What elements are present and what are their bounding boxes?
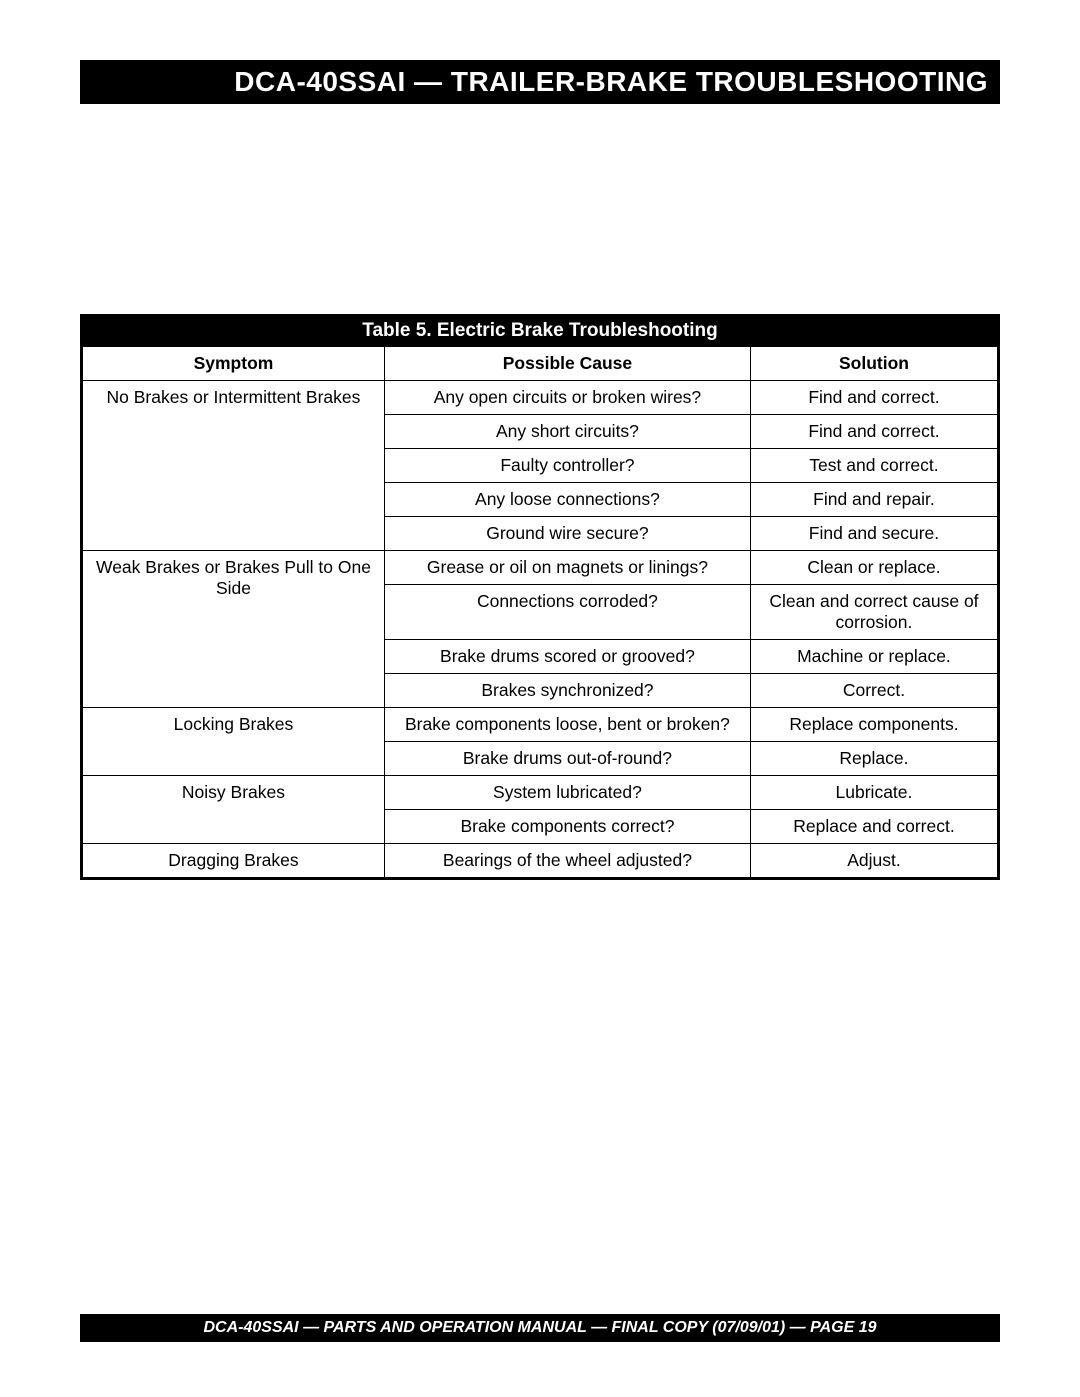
cause-cell: Brake drums scored or grooved? <box>384 640 750 674</box>
cause-cell: Faulty controller? <box>384 449 750 483</box>
solution-cell: Machine or replace. <box>750 640 997 674</box>
solution-cell: Correct. <box>750 674 997 708</box>
footer-text: DCA-40SSAI — PARTS AND OPERATION MANUAL … <box>203 1319 876 1336</box>
table-header-row: Symptom Possible Cause Solution <box>83 347 998 381</box>
solution-cell: Clean or replace. <box>750 551 997 585</box>
symptom-cell: Locking Brakes <box>83 708 385 776</box>
cause-cell: Ground wire secure? <box>384 517 750 551</box>
cause-cell: System lubricated? <box>384 776 750 810</box>
solution-cell: Adjust. <box>750 844 997 878</box>
table-row: Dragging BrakesBearings of the wheel adj… <box>83 844 998 878</box>
solution-cell: Find and correct. <box>750 415 997 449</box>
table-row: No Brakes or Intermittent BrakesAny open… <box>83 381 998 415</box>
solution-cell: Clean and correct cause of corrosion. <box>750 585 997 640</box>
table-row: Weak Brakes or Brakes Pull to One SideGr… <box>83 551 998 585</box>
page-title: DCA-40SSAI — TRAILER-BRAKE TROUBLESHOOTI… <box>234 66 988 97</box>
cause-cell: Brake drums out-of-round? <box>384 742 750 776</box>
cause-cell: Brake components correct? <box>384 810 750 844</box>
manual-page: DCA-40SSAI — TRAILER-BRAKE TROUBLESHOOTI… <box>0 0 1080 1397</box>
solution-cell: Replace. <box>750 742 997 776</box>
cause-cell: Brake components loose, bent or broken? <box>384 708 750 742</box>
cause-cell: Any short circuits? <box>384 415 750 449</box>
solution-cell: Replace and correct. <box>750 810 997 844</box>
symptom-cell: No Brakes or Intermittent Brakes <box>83 381 385 551</box>
solution-cell: Find and secure. <box>750 517 997 551</box>
cause-cell: Bearings of the wheel adjusted? <box>384 844 750 878</box>
symptom-cell: Dragging Brakes <box>83 844 385 878</box>
col-header-cause: Possible Cause <box>384 347 750 381</box>
cause-cell: Any loose connections? <box>384 483 750 517</box>
troubleshooting-table-wrap: Table 5. Electric Brake Troubleshooting … <box>80 314 1000 880</box>
solution-cell: Find and correct. <box>750 381 997 415</box>
cause-cell: Grease or oil on magnets or linings? <box>384 551 750 585</box>
cause-cell: Connections corroded? <box>384 585 750 640</box>
col-header-solution: Solution <box>750 347 997 381</box>
solution-cell: Replace components. <box>750 708 997 742</box>
solution-cell: Lubricate. <box>750 776 997 810</box>
table-title: Table 5. Electric Brake Troubleshooting <box>82 316 998 346</box>
page-title-bar: DCA-40SSAI — TRAILER-BRAKE TROUBLESHOOTI… <box>80 60 1000 104</box>
cause-cell: Any open circuits or broken wires? <box>384 381 750 415</box>
troubleshooting-table: Symptom Possible Cause Solution No Brake… <box>82 346 998 878</box>
symptom-cell: Noisy Brakes <box>83 776 385 844</box>
symptom-cell: Weak Brakes or Brakes Pull to One Side <box>83 551 385 708</box>
page-footer-bar: DCA-40SSAI — PARTS AND OPERATION MANUAL … <box>80 1314 1000 1342</box>
table-row: Noisy BrakesSystem lubricated?Lubricate. <box>83 776 998 810</box>
table-body: No Brakes or Intermittent BrakesAny open… <box>83 381 998 878</box>
col-header-symptom: Symptom <box>83 347 385 381</box>
cause-cell: Brakes synchronized? <box>384 674 750 708</box>
solution-cell: Find and repair. <box>750 483 997 517</box>
table-row: Locking BrakesBrake components loose, be… <box>83 708 998 742</box>
solution-cell: Test and correct. <box>750 449 997 483</box>
